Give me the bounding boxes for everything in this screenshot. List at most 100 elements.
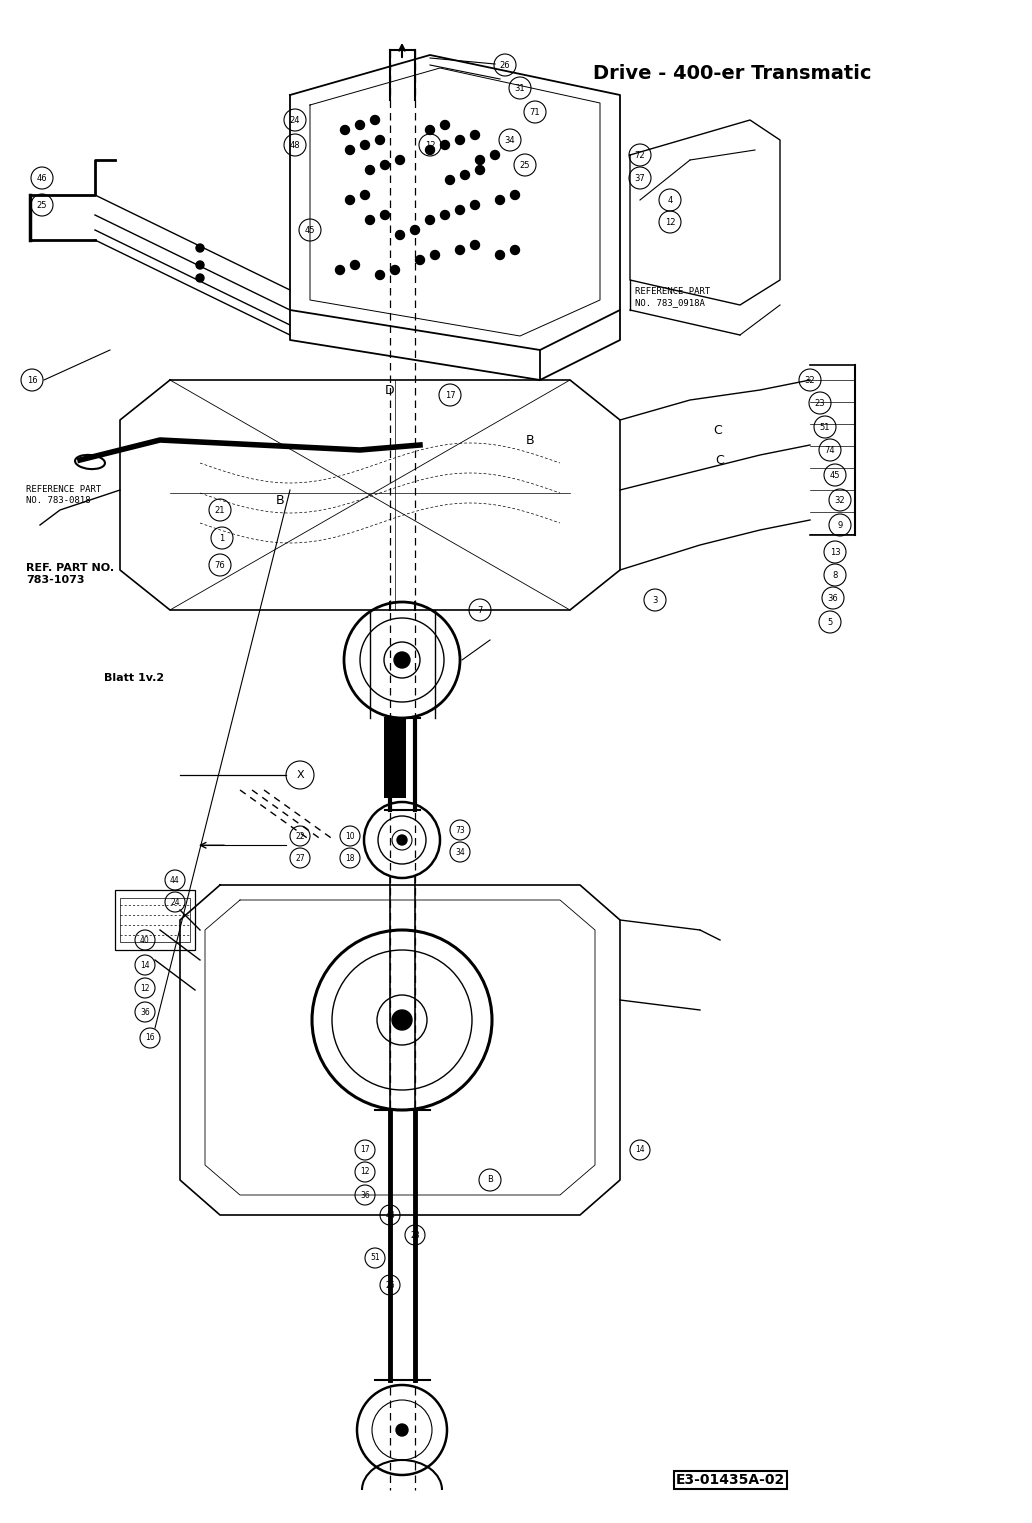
Text: 12: 12 [140,984,150,993]
Text: 21: 21 [215,506,225,515]
Text: 13: 13 [830,547,840,556]
Text: 26: 26 [499,61,510,70]
Text: 4: 4 [668,195,673,204]
Text: 22: 22 [295,832,304,841]
Text: 48: 48 [290,140,300,149]
Bar [384,717,406,798]
Text: 31: 31 [515,84,525,93]
Text: 73: 73 [455,825,464,835]
Circle shape [335,265,345,274]
Circle shape [471,201,480,210]
Circle shape [351,260,359,270]
Text: 36: 36 [360,1191,369,1200]
Circle shape [396,1424,408,1436]
Text: 36: 36 [828,594,838,603]
Text: Drive - 400-er Transmatic: Drive - 400-er Transmatic [593,64,872,82]
Text: 26: 26 [385,1281,395,1290]
Text: 72: 72 [635,151,645,160]
Text: 76: 76 [215,560,225,570]
Circle shape [370,116,380,125]
Text: 25: 25 [37,201,47,210]
Circle shape [196,244,204,251]
Text: 17: 17 [445,390,455,399]
Text: 51: 51 [370,1253,380,1263]
Text: 44: 44 [385,1211,395,1220]
Circle shape [394,652,410,669]
Text: 27: 27 [295,853,304,862]
Text: C: C [715,454,724,466]
Circle shape [411,225,419,235]
Text: B: B [525,434,535,446]
Bar [120,899,190,943]
Text: 45: 45 [304,225,315,235]
Circle shape [511,190,519,200]
Text: 32: 32 [835,495,845,504]
Text: 34: 34 [505,136,515,145]
Text: 37: 37 [635,174,645,183]
Text: 3: 3 [652,595,657,605]
Circle shape [446,175,454,184]
Circle shape [416,256,424,265]
Circle shape [455,245,464,254]
Circle shape [476,155,484,164]
Text: 24: 24 [170,897,180,906]
Text: 17: 17 [360,1145,369,1154]
Text: REFERENCE PART
NO. 783_0918A: REFERENCE PART NO. 783_0918A [635,288,710,306]
Text: 71: 71 [529,108,541,116]
Text: 16: 16 [146,1034,155,1043]
Circle shape [346,146,355,154]
Text: 12: 12 [360,1168,369,1176]
Circle shape [395,230,405,239]
Text: 14: 14 [140,961,150,970]
Text: 74: 74 [825,446,835,454]
Circle shape [341,125,350,134]
Circle shape [425,125,434,134]
Text: 32: 32 [805,376,815,384]
Circle shape [381,160,389,169]
Circle shape [441,210,450,219]
Text: 45: 45 [830,471,840,480]
Circle shape [376,136,385,145]
Text: 14: 14 [635,1145,645,1154]
Text: 25: 25 [520,160,530,169]
Circle shape [495,195,505,204]
Text: 16: 16 [27,376,37,384]
Text: Blatt 1v.2: Blatt 1v.2 [104,673,164,682]
Text: REFERENCE PART
NO. 783-0818: REFERENCE PART NO. 783-0818 [26,486,101,504]
Text: X: X [296,771,303,780]
Circle shape [471,131,480,140]
Text: 36: 36 [140,1008,150,1016]
Circle shape [355,120,364,129]
Circle shape [395,155,405,164]
Circle shape [441,120,450,129]
Circle shape [425,215,434,224]
Circle shape [346,195,355,204]
Text: 12: 12 [425,140,436,149]
Text: 7: 7 [478,606,483,614]
Text: 24: 24 [290,116,300,125]
Text: 18: 18 [346,853,355,862]
Circle shape [455,136,464,145]
Text: 51: 51 [819,422,831,431]
Text: 1: 1 [220,533,225,542]
Text: B: B [487,1176,493,1185]
Circle shape [495,250,505,259]
Circle shape [430,250,440,259]
Circle shape [392,1010,412,1030]
Text: 5: 5 [828,617,833,626]
Text: C: C [713,423,722,437]
Circle shape [490,151,499,160]
Circle shape [196,260,204,270]
Text: 10: 10 [345,832,355,841]
Text: REF. PART NO.
783-1073: REF. PART NO. 783-1073 [26,564,114,585]
Circle shape [390,265,399,274]
Circle shape [365,166,375,175]
Text: 40: 40 [140,935,150,944]
Text: 28: 28 [411,1231,420,1240]
Text: 44: 44 [170,876,180,885]
Circle shape [360,140,369,149]
Circle shape [365,215,375,224]
Circle shape [471,241,480,250]
Text: 9: 9 [837,521,842,530]
Text: 34: 34 [455,847,464,856]
